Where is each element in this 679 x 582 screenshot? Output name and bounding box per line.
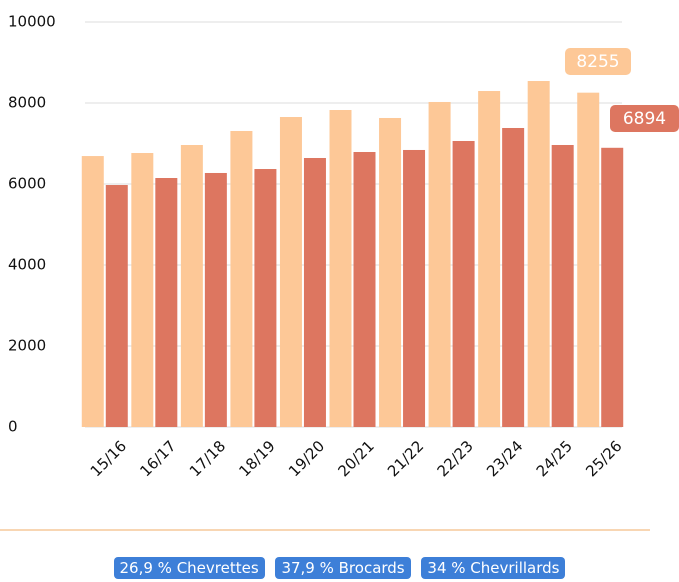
bar: [329, 110, 352, 427]
x-tick-label: 19/20: [285, 437, 328, 480]
value-label-box: [565, 48, 631, 75]
bar: [105, 185, 128, 427]
chart: 0 2000 4000 6000 8000 10000 15/16 16/17 17/18 18/…: [0, 13, 679, 531]
y-tick-label: 4000: [8, 256, 46, 274]
y-tick-label: 0: [8, 418, 18, 436]
bar: [254, 169, 277, 427]
bar: [527, 81, 550, 428]
bar: [131, 153, 154, 427]
y-tick-label: 6000: [8, 175, 46, 193]
bar: [601, 147, 624, 427]
x-tick-label: 17/18: [186, 437, 229, 480]
badge-row: 26,9 % Chevrettes 37,9 % Brocards 34 % C…: [0, 557, 679, 579]
bar: [155, 178, 178, 427]
x-tick-label: 16/17: [136, 437, 179, 480]
value-label-box: [610, 105, 679, 132]
bar: [379, 117, 402, 428]
x-tick-label: 20/21: [334, 437, 377, 480]
bar: [303, 157, 326, 427]
bar: [230, 130, 253, 427]
bar: [279, 117, 302, 427]
y-tick-label: 10000: [8, 13, 56, 31]
value-label: 8255: [576, 52, 619, 72]
bar: [180, 144, 203, 427]
x-tick-label: 23/24: [483, 437, 526, 480]
badge: 26,9 % Chevrettes: [113, 557, 265, 579]
x-tick-label: 15/16: [87, 437, 130, 480]
bar: [478, 91, 501, 428]
y-tick-label: 2000: [8, 337, 46, 355]
x-tick-label: 24/25: [533, 437, 576, 480]
x-tick-label: 22/23: [434, 437, 477, 480]
x-tick-label: 21/22: [384, 437, 427, 480]
bar: [502, 127, 525, 428]
bar: [353, 152, 376, 427]
bar: [204, 172, 227, 427]
bar: [577, 92, 600, 428]
bar: [452, 140, 475, 427]
x-tick-label: 25/26: [582, 437, 625, 480]
bar: [81, 156, 104, 427]
y-tick-label: 8000: [8, 94, 46, 112]
badge: 34 % Chevrillards: [421, 557, 566, 579]
x-tick-label: 18/19: [235, 437, 278, 480]
badge: 37,9 % Brocards: [275, 557, 411, 579]
value-label: 6894: [623, 109, 666, 129]
bar: [403, 149, 426, 428]
bar: [428, 101, 451, 428]
bar: [551, 144, 574, 427]
